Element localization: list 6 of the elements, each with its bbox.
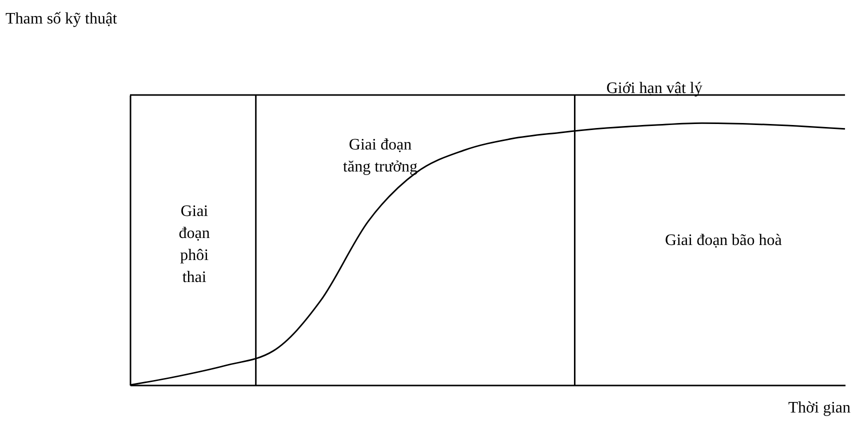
y-axis-title: Tham số kỹ thuật bbox=[6, 10, 118, 28]
x-axis-title: Thời gian bbox=[788, 400, 850, 416]
annotation: Giai đoạn tăng trưởng bbox=[343, 136, 418, 176]
annotation: Giai đoạn phôi thai bbox=[178, 203, 210, 286]
series-label: Giới hạn vật lý bbox=[606, 80, 702, 97]
annotation: Giai đoạn bão hoà bbox=[665, 232, 782, 249]
